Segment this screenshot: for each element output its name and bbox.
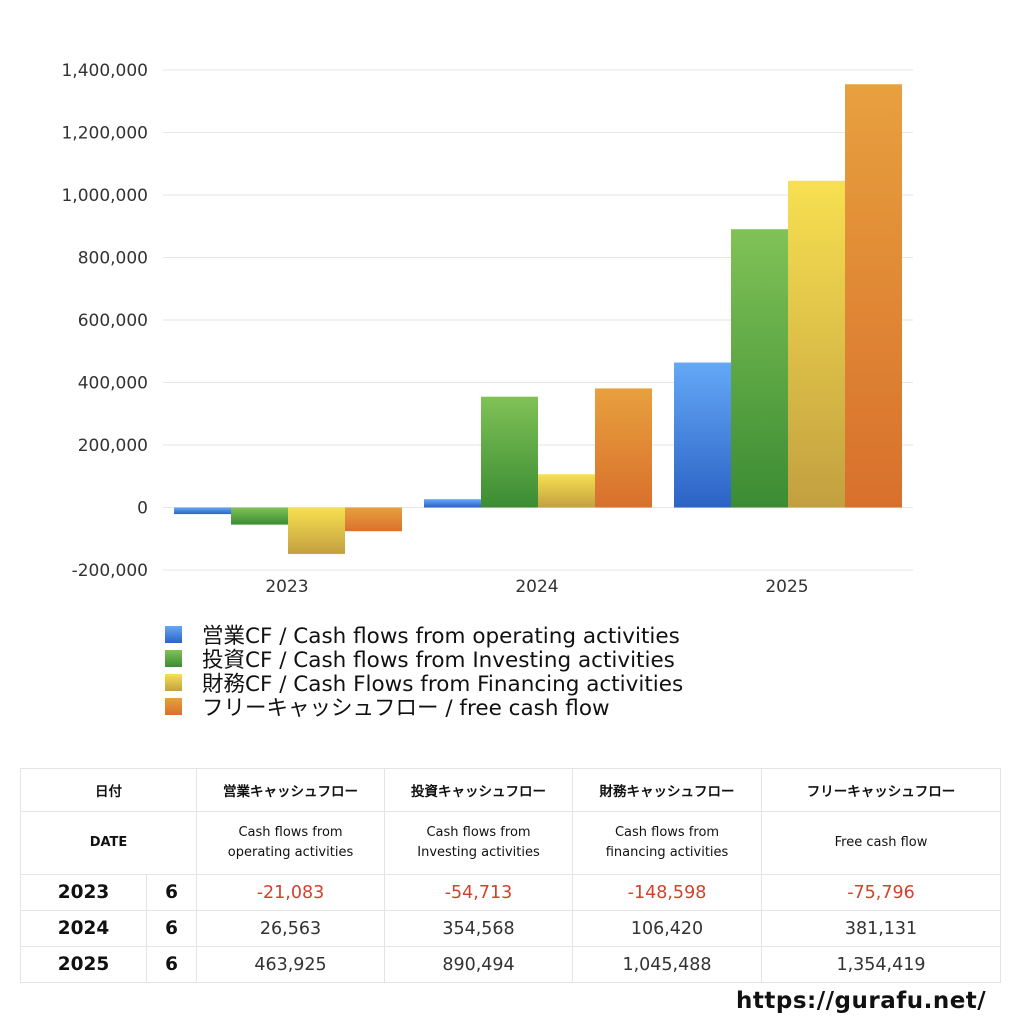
cell-operating: -21,083 [196, 874, 385, 911]
legend-item-operating: 営業CF / Cash flows from operating activit… [165, 622, 683, 649]
bar-2025-series-4 [845, 84, 902, 508]
chart-legend: 営業CF / Cash flows from operating activit… [165, 622, 683, 721]
cell-financing: -148,598 [572, 874, 762, 911]
y-tick-label: 1,200,000 [61, 124, 148, 144]
cash-flow-chart: 1,400,000 1,200,000 1,000,000 800,000 600,00… [61, 61, 913, 597]
header-financing-en: Cash flows from financing activities [572, 811, 762, 875]
header-financing-jp: 財務キャッシュフロー [572, 768, 762, 812]
y-tick-label: 400,000 [78, 374, 148, 394]
table-row: 2024 6 26,563 354,568 106,420 381,131 [20, 910, 1001, 947]
y-tick-label: 1,400,000 [61, 61, 148, 81]
legend-label-investing: 投資CF / Cash flows from Investing activit… [202, 647, 675, 673]
cell-free: 381,131 [761, 910, 1001, 947]
cell-investing: -54,713 [384, 874, 573, 911]
header-free-jp: フリーキャッシュフロー [761, 768, 1001, 812]
cell-operating: 26,563 [196, 910, 385, 947]
bar-2023-series-1 [174, 507, 231, 515]
legend-item-investing: 投資CF / Cash flows from Investing activit… [165, 646, 683, 673]
row-year: 2024 [20, 910, 147, 947]
bar-2025-series-1 [674, 362, 731, 508]
cell-operating: 463,925 [196, 946, 385, 983]
table-row: 2023 6 -21,083 -54,713 -148,598 -75,796 [20, 874, 1001, 911]
header-financing-en-line1: Cash flows from [614, 825, 720, 840]
header-free-en: Free cash flow [761, 811, 1001, 875]
bar-2025-series-3 [788, 180, 845, 508]
bar-2023-series-4 [345, 507, 402, 532]
legend-item-financing: 財務CF / Cash Flows from Financing activit… [165, 670, 683, 697]
header-date-jp: 日付 [20, 768, 197, 812]
table-header-en: DATE Cash flows from operating activitie… [20, 811, 1001, 875]
cell-investing: 890,494 [384, 946, 573, 983]
header-operating-en-line2: operating activities [227, 845, 354, 860]
header-investing-en: Cash flows from Investing activities [384, 811, 573, 875]
y-tick-label: 0 [137, 499, 148, 519]
row-year: 2025 [20, 946, 147, 983]
header-operating-en-line1: Cash flows from [238, 825, 343, 840]
legend-item-free: フリーキャッシュフロー / free cash flow [165, 694, 683, 721]
x-axis-ticks: 2023 2024 2025 [265, 577, 808, 597]
legend-swatch-free [165, 697, 182, 715]
y-tick-label: -200,000 [72, 561, 148, 581]
legend-label-financing: 財務CF / Cash Flows from Financing activit… [202, 671, 684, 697]
header-operating-en: Cash flows from operating activities [196, 811, 385, 875]
header-investing-jp: 投資キャッシュフロー [384, 768, 573, 812]
header-investing-en-line2: Investing activities [417, 845, 540, 860]
row-year: 2023 [20, 874, 147, 911]
bar-2023-series-2 [231, 507, 288, 525]
bar-2024-series-3 [538, 474, 595, 508]
table-header-jp: 日付 営業キャッシュフロー 投資キャッシュフロー 財務キャッシュフロー フリーキ… [20, 768, 1001, 812]
header-investing-en-line1: Cash flows from [426, 825, 531, 840]
legend-label-operating: 営業CF / Cash flows from operating activit… [202, 623, 680, 649]
bar-2023-series-3 [288, 507, 345, 554]
bar-2024-series-4 [595, 388, 652, 508]
cell-free: -75,796 [761, 874, 1001, 911]
x-tick-label: 2023 [265, 577, 308, 597]
row-month: 6 [146, 946, 197, 983]
x-tick-label: 2025 [765, 577, 808, 597]
cell-financing: 106,420 [572, 910, 762, 947]
legend-label-free: フリーキャッシュフロー / free cash flow [202, 695, 610, 721]
row-month: 6 [146, 910, 197, 947]
legend-swatch-operating [165, 625, 182, 643]
legend-swatch-financing [165, 673, 182, 691]
y-tick-label: 1,000,000 [61, 186, 148, 206]
header-financing-en-line2: financing activities [605, 845, 729, 860]
row-month: 6 [146, 874, 197, 911]
y-tick-label: 600,000 [78, 311, 148, 331]
header-date-en: DATE [20, 811, 197, 875]
y-tick-label: 200,000 [78, 436, 148, 456]
chart-svg: 1,400,000 1,200,000 1,000,000 800,000 600,00… [61, 61, 913, 597]
legend-swatch-investing [165, 649, 182, 667]
y-axis-ticks: 1,400,000 1,200,000 1,000,000 800,000 600,00… [61, 61, 148, 581]
bar-2025-series-2 [731, 229, 788, 508]
cash-flow-table: 日付 営業キャッシュフロー 投資キャッシュフロー 財務キャッシュフロー フリーキ… [20, 768, 1001, 983]
cell-investing: 354,568 [384, 910, 573, 947]
bar-2024-series-1 [424, 499, 481, 508]
table-row: 2025 6 463,925 890,494 1,045,488 1,354,4… [20, 946, 1001, 983]
cell-free: 1,354,419 [761, 946, 1001, 983]
y-tick-label: 800,000 [78, 249, 148, 269]
site-url-link[interactable]: https://gurafu.net/ [736, 988, 987, 1014]
bar-2024-series-2 [481, 396, 538, 508]
cell-financing: 1,045,488 [572, 946, 762, 983]
x-tick-label: 2024 [515, 577, 558, 597]
bars [174, 84, 902, 554]
grid-lines [163, 69, 913, 571]
header-operating-jp: 営業キャッシュフロー [196, 768, 385, 812]
